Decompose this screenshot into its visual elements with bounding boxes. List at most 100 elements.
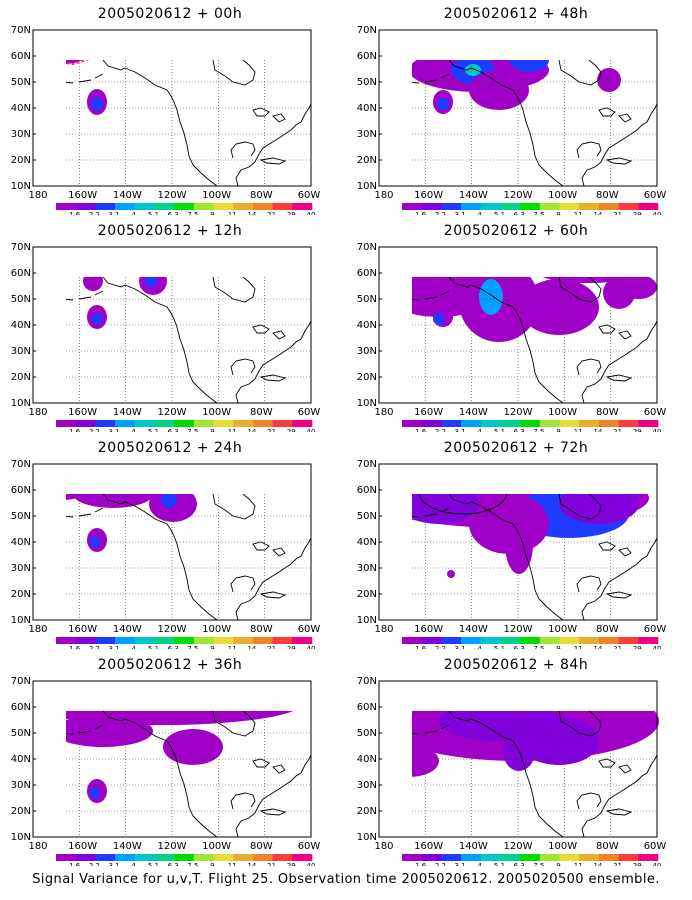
coastline — [252, 758, 286, 774]
colorbar-swatch — [539, 854, 560, 861]
longitude-label: 100W — [202, 841, 231, 852]
variance-region — [149, 494, 197, 522]
longitude-label: 140W — [113, 407, 142, 418]
colorbar-label: 11 — [574, 428, 583, 432]
colorbar-swatch — [56, 203, 76, 210]
longitude-label: 140W — [459, 841, 488, 852]
colorbar-swatch — [618, 420, 639, 427]
coastline — [529, 249, 649, 267]
longitude-label: 140W — [459, 190, 488, 201]
longitude-label: 60W — [644, 841, 667, 852]
coastline — [605, 157, 633, 165]
longitude-label: 180 — [374, 407, 393, 418]
latitude-label: 70N — [11, 676, 31, 687]
colorbar-swatch — [272, 203, 293, 210]
variance-region — [66, 715, 153, 747]
colorbar-swatch — [559, 854, 580, 861]
variance-region — [407, 259, 431, 275]
colorbar-label: 21 — [267, 211, 276, 215]
colorbar-swatch — [134, 420, 155, 427]
colorbar-swatch — [500, 854, 521, 861]
colorbar-swatch — [520, 203, 541, 210]
colorbar-swatch — [402, 637, 422, 644]
colorbar-swatch — [539, 637, 560, 644]
longitude-label: 180 — [28, 407, 47, 418]
colorbar-swatch — [500, 420, 521, 427]
colorbar-swatch — [75, 854, 96, 861]
colorbar-label: 5.1 — [494, 428, 505, 432]
colorbar-label: 3.1 — [455, 645, 466, 649]
colorbar-swatch — [618, 203, 639, 210]
variance-region — [469, 70, 529, 110]
variance-region — [43, 685, 103, 701]
latitude-label: 70N — [11, 459, 31, 470]
colorbar-label: 1.6 — [415, 645, 427, 649]
latitude-label: 60N — [11, 702, 31, 713]
panel-title: 2005020612 + 24h — [97, 440, 243, 456]
colorbar-swatch — [598, 637, 619, 644]
colorbar-swatch — [233, 420, 254, 427]
longitude-label: 120W — [158, 407, 187, 418]
colorbar-swatch — [539, 203, 560, 210]
coastline — [412, 507, 450, 518]
variance-region — [399, 464, 519, 484]
latitude-label: 30N — [11, 129, 31, 140]
colorbar-label: 3.1 — [455, 862, 466, 866]
colorbar-label: 29 — [633, 862, 642, 866]
colorbar-swatch — [115, 637, 136, 644]
colorbar-swatch — [559, 637, 580, 644]
latitude-label: 40N — [11, 537, 31, 548]
colorbar-swatch — [638, 420, 659, 427]
longitude-label: 180 — [28, 190, 47, 201]
longitude-label: 160W — [414, 624, 443, 635]
variance-region — [433, 313, 445, 325]
variance-region — [66, 711, 294, 725]
longitude-label: 80W — [250, 841, 273, 852]
coastline — [598, 324, 632, 340]
variance-region — [379, 518, 387, 530]
colorbar-label: 3.1 — [109, 862, 120, 866]
colorbar-swatch — [134, 854, 155, 861]
longitude-label: 160W — [68, 624, 97, 635]
colorbar-swatch — [56, 854, 76, 861]
colorbar-swatch — [56, 420, 76, 427]
colorbar-label: 29 — [633, 211, 642, 215]
colorbar-label: 5.1 — [148, 862, 159, 866]
latitude-label: 20N — [11, 155, 31, 166]
colorbar-label: 40 — [307, 645, 316, 649]
colorbar-swatch — [193, 854, 214, 861]
latitude-label: 70N — [357, 459, 377, 470]
latitude-label: 30N — [357, 780, 377, 791]
longitude-label: 140W — [113, 624, 142, 635]
colorbar-swatch — [174, 203, 195, 210]
colorbar-label: 5.1 — [494, 862, 505, 866]
colorbar-swatch — [95, 420, 116, 427]
colorbar-label: 11 — [228, 862, 237, 866]
latitude-label: 20N — [357, 589, 377, 600]
latitude-label: 20N — [11, 372, 31, 383]
longitude-label: 160W — [68, 407, 97, 418]
colorbar-label: 4 — [132, 211, 137, 215]
latitude-label: 20N — [357, 806, 377, 817]
colorbar-swatch — [174, 854, 195, 861]
colorbar-swatch — [134, 637, 155, 644]
colorbar-swatch — [134, 203, 155, 210]
longitude-label: 120W — [158, 190, 187, 201]
colorbar-label: 14 — [593, 428, 602, 432]
colorbar-label: 6.3 — [514, 428, 525, 432]
colorbar-label: 29 — [287, 862, 296, 866]
colorbar-label: 5.1 — [148, 645, 159, 649]
colorbar-swatch — [441, 203, 462, 210]
coastline — [66, 73, 104, 84]
colorbar-swatch — [579, 637, 600, 644]
colorbar-label: 7.5 — [187, 645, 198, 649]
colorbar-swatch — [252, 203, 273, 210]
latitude-label: 40N — [357, 754, 377, 765]
colorbar-swatch — [233, 203, 254, 210]
variance-region — [73, 494, 153, 508]
colorbar-swatch — [559, 420, 580, 427]
longitude-label: 120W — [504, 407, 533, 418]
